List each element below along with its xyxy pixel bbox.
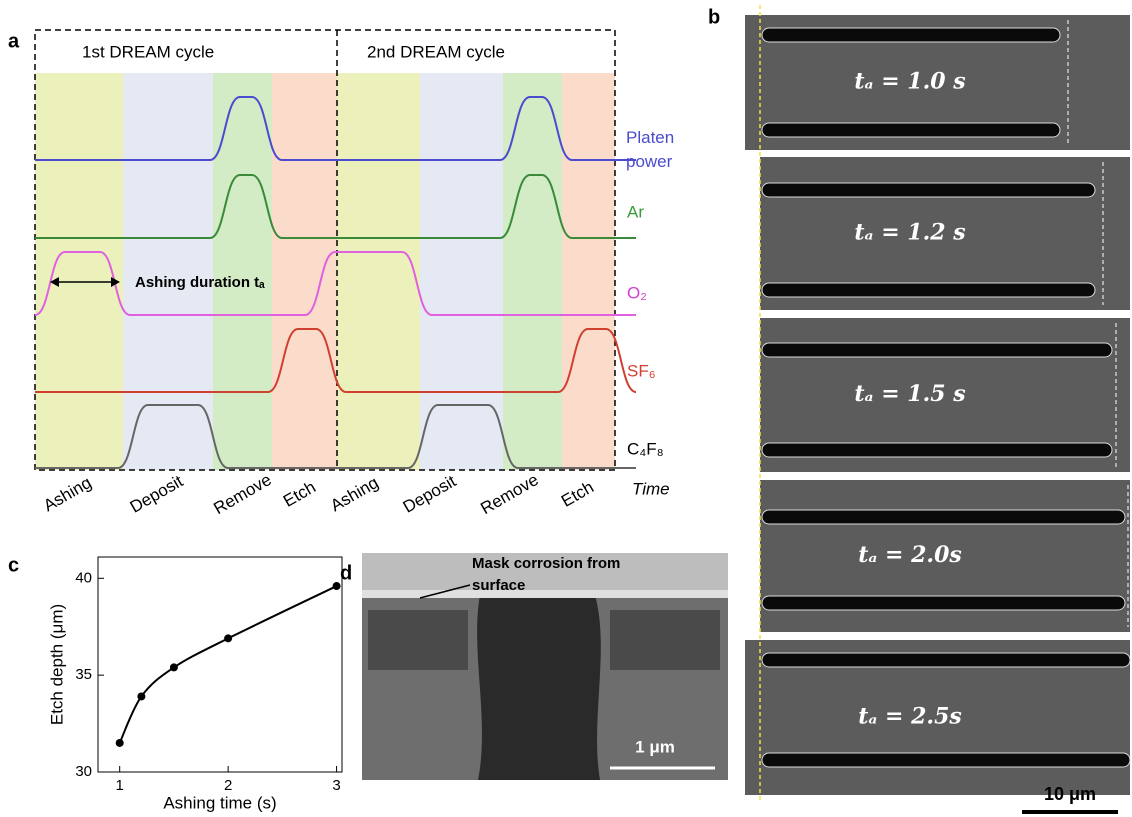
phase-label: Etch [558, 477, 597, 510]
panel-label: a [8, 30, 20, 52]
signal-label: Ar [627, 202, 644, 221]
annotation: Ashing duration tₐ [135, 274, 265, 291]
sem-trench [761, 282, 1096, 298]
phase-label: Remove [477, 470, 541, 518]
cycle-label: 2nd DREAM cycle [367, 42, 505, 61]
data-point [224, 634, 233, 643]
phase-label: Etch [280, 477, 319, 510]
y-tick-label: 40 [75, 569, 92, 586]
image-label: tₐ = 2.5s [858, 704, 962, 730]
phase-labels: Ashing Deposit Remove Etch Ashing Deposit Remo… [40, 470, 597, 518]
signal-traces [34, 96, 637, 469]
cycle-box [34, 29, 616, 471]
data-point [115, 738, 124, 747]
phase-label: Remove [210, 470, 274, 518]
signal-trace [34, 251, 636, 316]
sem-trench [761, 342, 1113, 358]
sem-trench [761, 182, 1096, 198]
sem-trench [761, 652, 1131, 668]
x-tick-label: 2 [224, 777, 232, 794]
sem-mask [362, 590, 728, 598]
phase-band [337, 73, 420, 470]
sem-trench [761, 509, 1126, 525]
sem-image-d: 1 μm [362, 553, 728, 780]
sem-pores [368, 610, 720, 670]
phase-label: Ashing [40, 473, 95, 515]
sem-images: tₐ = 1.0 s tₐ = 1.2 s tₐ = 1.5 s tₐ = 2.0s t… [745, 5, 1132, 800]
y-tick-label: 35 [75, 666, 92, 683]
image-label: tₐ = 2.0s [858, 542, 962, 568]
phase-band [272, 73, 337, 470]
phase-band [503, 73, 562, 470]
signal-label: SF₆ [627, 361, 656, 380]
scale-bar-label: 10 μm [1044, 784, 1096, 804]
data-point [332, 582, 341, 591]
image-label: tₐ = 1.0 s [854, 69, 965, 95]
phase-band [420, 73, 503, 470]
sem-trench [477, 595, 601, 780]
signal-label: O₂ [627, 283, 647, 302]
signal-trace [35, 96, 636, 161]
plot-frame [97, 556, 343, 773]
x-tick-label: 3 [332, 777, 340, 794]
signal-label: Platen power [626, 128, 675, 171]
sem-trench [761, 595, 1126, 611]
signal-trace [35, 328, 637, 393]
phase-band [562, 73, 615, 470]
x-axis-label: Ashing time (s) [163, 793, 276, 812]
phase-label: Deposit [127, 471, 187, 516]
x-tick-label: 1 [116, 777, 124, 794]
y-tick-label: 30 [75, 763, 92, 780]
signal-trace [35, 174, 636, 239]
scale-bar-label: 1 μm [635, 737, 675, 756]
phase-band [35, 73, 123, 470]
signal-trace [35, 404, 636, 469]
sem-trench [761, 752, 1131, 768]
sem-trench [761, 122, 1061, 138]
panel-label: b [708, 6, 720, 28]
sem-trench [761, 442, 1113, 458]
y-axis-label: Etch depth (μm) [47, 604, 66, 725]
signal-label: C₄F₈ [627, 439, 664, 458]
sem-trench [761, 27, 1061, 43]
data-line [118, 585, 338, 744]
annotation-arrow [419, 584, 471, 599]
phase-backgrounds [35, 73, 615, 470]
x-label: Time [632, 479, 670, 498]
phase-label: Deposit [400, 471, 460, 516]
chart: 30 35 40 1 2 3 Ashing time (s) Etch depth (μm) [47, 556, 343, 812]
panel-label: c [8, 554, 19, 576]
data-point [137, 692, 146, 701]
image-label: tₐ = 1.5 s [854, 381, 965, 407]
phase-label: Ashing [327, 473, 382, 515]
data-point [169, 663, 178, 672]
annotation: Mask corrosion from surface [472, 555, 621, 594]
image-label: tₐ = 1.2 s [854, 220, 965, 246]
panel-label: d [340, 562, 352, 584]
phase-band [123, 73, 213, 470]
cycle-label: 1st DREAM cycle [82, 42, 214, 61]
phase-band [213, 73, 272, 470]
